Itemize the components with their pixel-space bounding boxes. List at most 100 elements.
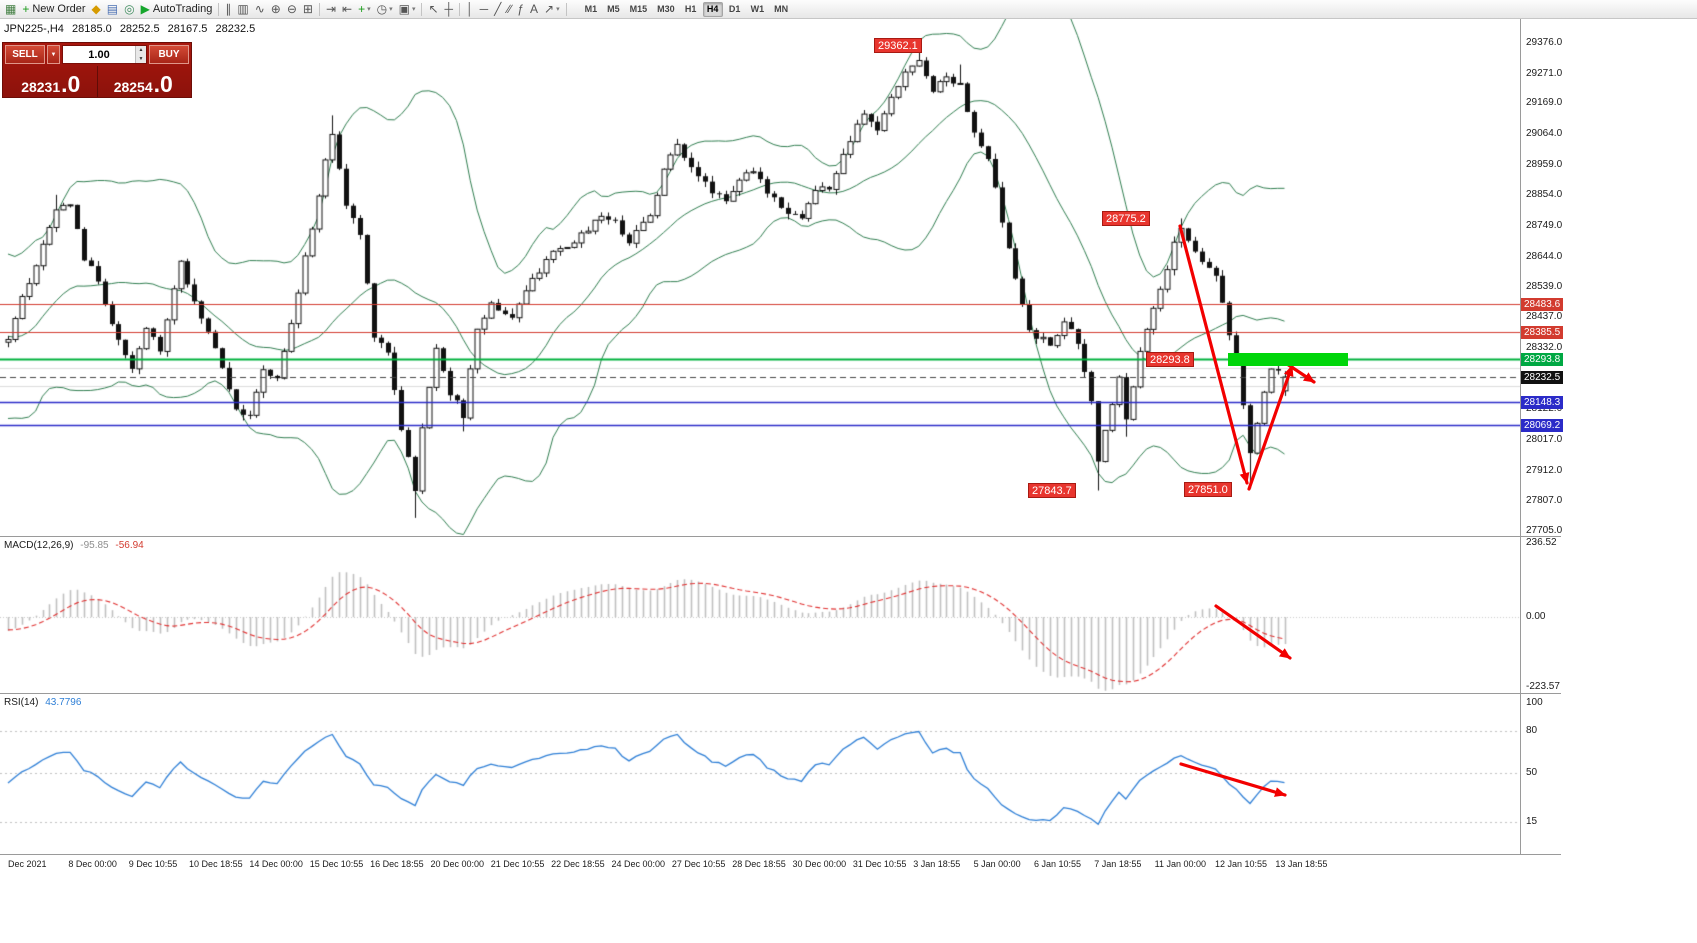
pane-separator[interactable] <box>0 536 1561 537</box>
equidistant-channel-icon[interactable]: ∕∕ <box>504 1 514 18</box>
autotrading-button-icon: ▶ <box>140 2 150 16</box>
macd-signal-value: -56.94 <box>115 540 144 551</box>
rsi-value: 43.7796 <box>45 697 82 708</box>
tile-windows-icon[interactable]: ⊞ <box>300 1 316 18</box>
candlestick-mode-icon[interactable]: ▥ <box>234 1 251 18</box>
zoom-out-icon: ⊖ <box>286 2 297 16</box>
zoom-out-icon[interactable]: ⊖ <box>284 1 300 18</box>
dropdown-caret-icon: ▾ <box>556 6 560 13</box>
time-axis-label: 10 Dec 18:55 <box>189 859 243 869</box>
dropdown-caret-icon: ▾ <box>367 6 371 13</box>
time-axis-label: 6 Jan 10:55 <box>1033 859 1081 869</box>
cursor-icon: ↖ <box>428 2 439 16</box>
text-label-icon[interactable]: A <box>527 1 541 18</box>
volume-field-wrap: ▲ ▼ <box>62 45 147 64</box>
timeframe-m5[interactable]: M5 <box>607 4 620 14</box>
ohlc-low: 28167.5 <box>167 23 208 35</box>
price-tick: 28749.0 <box>1526 220 1563 232</box>
sell-button[interactable]: SELL <box>5 45 45 64</box>
time-axis-label: Dec 2021 <box>8 859 47 869</box>
price-level-tag: 28232.5 <box>1521 370 1564 384</box>
horizontal-line-icon[interactable]: ─ <box>477 1 492 18</box>
timeframe-h1[interactable]: H1 <box>684 4 697 14</box>
chart-shift-icon: ⇤ <box>342 2 353 16</box>
indicators-icon[interactable]: + ▾ <box>355 1 374 18</box>
cursor-icon[interactable]: ↖ <box>425 1 441 18</box>
timeframe-m15[interactable]: M15 <box>629 4 648 14</box>
macd-name: MACD(12,26,9) <box>4 540 74 551</box>
templates-icon[interactable]: ▣ ▾ <box>396 1 419 18</box>
timeframe-d1[interactable]: D1 <box>728 4 741 14</box>
price-level-tag: 28385.5 <box>1521 326 1564 340</box>
arrows-tool-icon[interactable]: ↗ ▾ <box>541 1 563 18</box>
rsi-pane-canvas[interactable] <box>0 694 1520 854</box>
sell-price-frac: .0 <box>61 71 81 97</box>
crosshair-icon[interactable]: ┼ <box>442 1 457 18</box>
timeframe-m30[interactable]: M30 <box>657 4 675 14</box>
vertical-line-icon[interactable]: │ <box>463 1 477 18</box>
chart-shift-icon[interactable]: ⇤ <box>339 1 355 18</box>
price-tick: 27705.0 <box>1526 525 1563 537</box>
timeframe-m1[interactable]: M1 <box>584 4 598 14</box>
price-tick: 29271.0 <box>1526 67 1563 79</box>
timeframe-w1[interactable]: W1 <box>750 4 765 14</box>
price-axis[interactable]: 29376.0 29271.0 29169.0 29064.0 28959.0 28854… <box>1520 19 1580 855</box>
symbol-ohlc-header: JPN225-,H4 28185.0 28252.5 28167.5 28232… <box>4 23 260 35</box>
market-watch-icon[interactable]: ▤ <box>104 1 121 18</box>
timeframe-h4[interactable]: H4 <box>702 1 723 17</box>
volume-spinner: ▲ ▼ <box>135 46 146 63</box>
buy-price[interactable]: 28254 .0 <box>96 66 190 97</box>
trendline-icon: ╱ <box>494 2 502 16</box>
price-tick: 29376.0 <box>1526 36 1563 48</box>
time-axis-label: 15 Dec 10:55 <box>309 859 364 869</box>
volume-up-button[interactable]: ▲ <box>136 46 146 55</box>
metaeditor-icon[interactable]: ◆ <box>89 1 104 18</box>
sell-price[interactable]: 28231 .0 <box>5 66 97 97</box>
chart-window-icon: ▦ <box>5 2 17 16</box>
trendline-icon[interactable]: ╱ <box>491 1 504 18</box>
bar-chart-mode-icon[interactable]: ∥ <box>222 1 234 18</box>
sell-price-main: 28231 <box>21 79 61 95</box>
chart-window-icon[interactable]: ▦ <box>2 1 19 18</box>
templates-icon: ▣ <box>398 2 410 16</box>
price-tick: 28644.0 <box>1526 250 1563 262</box>
market-watch-icon: ▤ <box>106 2 119 16</box>
autotrading-button[interactable]: ▶ AutoTrading <box>138 1 216 18</box>
line-chart-mode-icon[interactable]: ∿ <box>252 1 268 18</box>
time-axis-label: 28 Dec 18:55 <box>732 859 786 869</box>
rsi-name: RSI(14) <box>4 697 39 708</box>
ohlc-close: 28232.5 <box>215 23 256 35</box>
pane-separator[interactable] <box>0 693 1561 694</box>
price-chart-canvas[interactable] <box>0 19 1520 536</box>
macd-pane-canvas[interactable] <box>0 537 1520 693</box>
candlestick-mode-icon: ▥ <box>237 2 249 16</box>
time-axis-label: 24 Dec 00:00 <box>611 859 666 869</box>
price-tick: 28539.0 <box>1526 281 1563 293</box>
volume-input[interactable] <box>63 46 135 63</box>
new-order-button[interactable]: + New Order <box>19 1 88 18</box>
timeframe-mn[interactable]: MN <box>774 4 789 14</box>
time-axis-label: 13 Jan 18:55 <box>1275 859 1328 869</box>
zoom-in-icon[interactable]: ⊕ <box>268 1 284 18</box>
rsi-scale-tick: 100 <box>1526 696 1543 708</box>
buy-button[interactable]: BUY <box>149 45 189 64</box>
volume-dropdown-button[interactable]: ▼ <box>47 45 60 64</box>
time-axis-label: 5 Jan 00:00 <box>973 859 1021 869</box>
time-axis-label: 27 Dec 10:55 <box>671 859 726 869</box>
timeframe-buttons: M1 M5 M15 M30 H1 H4 D1 W1 MN <box>580 0 794 19</box>
toolbar-separator <box>459 2 461 16</box>
auto-scroll-icon: ⇥ <box>325 2 337 16</box>
one-click-trading-panel: SELL ▼ ▲ ▼ BUY 28231 .0 28254 .0 <box>2 42 192 98</box>
volume-down-button[interactable]: ▼ <box>136 54 146 63</box>
rsi-scale-tick: 50 <box>1526 766 1538 778</box>
fibonacci-icon: ƒ <box>517 2 525 16</box>
fibonacci-icon[interactable]: ƒ <box>514 1 527 18</box>
price-tick: 28437.0 <box>1526 311 1563 323</box>
crosshair-icon: ┼ <box>444 2 454 16</box>
auto-scroll-icon[interactable]: ⇥ <box>323 1 339 18</box>
arrows-tool-icon: ↗ <box>544 2 555 16</box>
time-axis[interactable]: Dec 2021 8 Dec 00:00 9 Dec 10:55 10 Dec 18:… <box>0 854 1561 874</box>
periods-icon: ◷ <box>376 2 388 16</box>
periods-icon[interactable]: ◷ ▾ <box>374 1 396 18</box>
navigator-icon[interactable]: ◎ <box>121 1 137 18</box>
